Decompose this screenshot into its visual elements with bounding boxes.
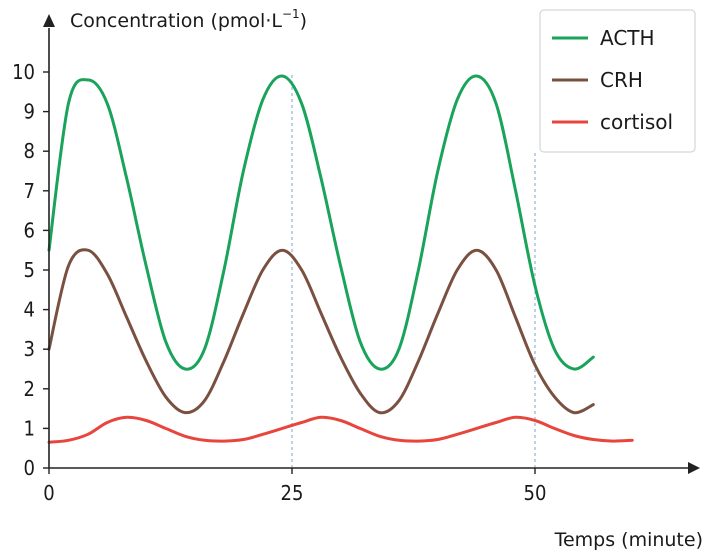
y-tick-label: 7 (24, 179, 35, 203)
series-line-acth (47, 74, 595, 371)
x-ticks: 0 25 50 (43, 468, 546, 505)
legend-label-cortisol: cortisol (600, 110, 673, 134)
x-axis-arrow (688, 462, 700, 474)
y-tick-label: 9 (24, 100, 35, 124)
legend-label-crh: CRH (600, 68, 643, 92)
y-ticks: 0 1 2 3 4 5 6 7 8 9 10 (12, 60, 49, 480)
x-tick-label: 0 (43, 481, 54, 505)
series-layer (47, 74, 634, 444)
axes (43, 14, 700, 474)
x-tick-label: 50 (524, 481, 547, 505)
y-tick-label: 0 (24, 456, 35, 480)
y-tick-label: 5 (24, 258, 35, 282)
y-tick-label: 6 (24, 218, 35, 242)
reference-lines (291, 72, 536, 468)
y-tick-label: 10 (12, 60, 35, 84)
y-tick-label: 2 (24, 377, 35, 401)
y-tick-label: 4 (24, 298, 35, 322)
series-line-crh (47, 248, 595, 415)
y-tick-label: 8 (24, 139, 35, 163)
y-tick-label: 1 (24, 416, 35, 440)
y-axis-arrow (43, 14, 55, 27)
legend: ACTH CRH cortisol (539, 9, 696, 153)
legend-label-acth: ACTH (600, 26, 655, 50)
series-line-cortisol (47, 415, 634, 444)
y-axis-label: Concentration (pmol·L−1) (70, 7, 307, 32)
y-tick-label: 3 (24, 337, 35, 361)
x-axis-label: Temps (minute) (554, 529, 703, 551)
legend-box (539, 9, 696, 153)
x-tick-label: 25 (281, 481, 304, 505)
